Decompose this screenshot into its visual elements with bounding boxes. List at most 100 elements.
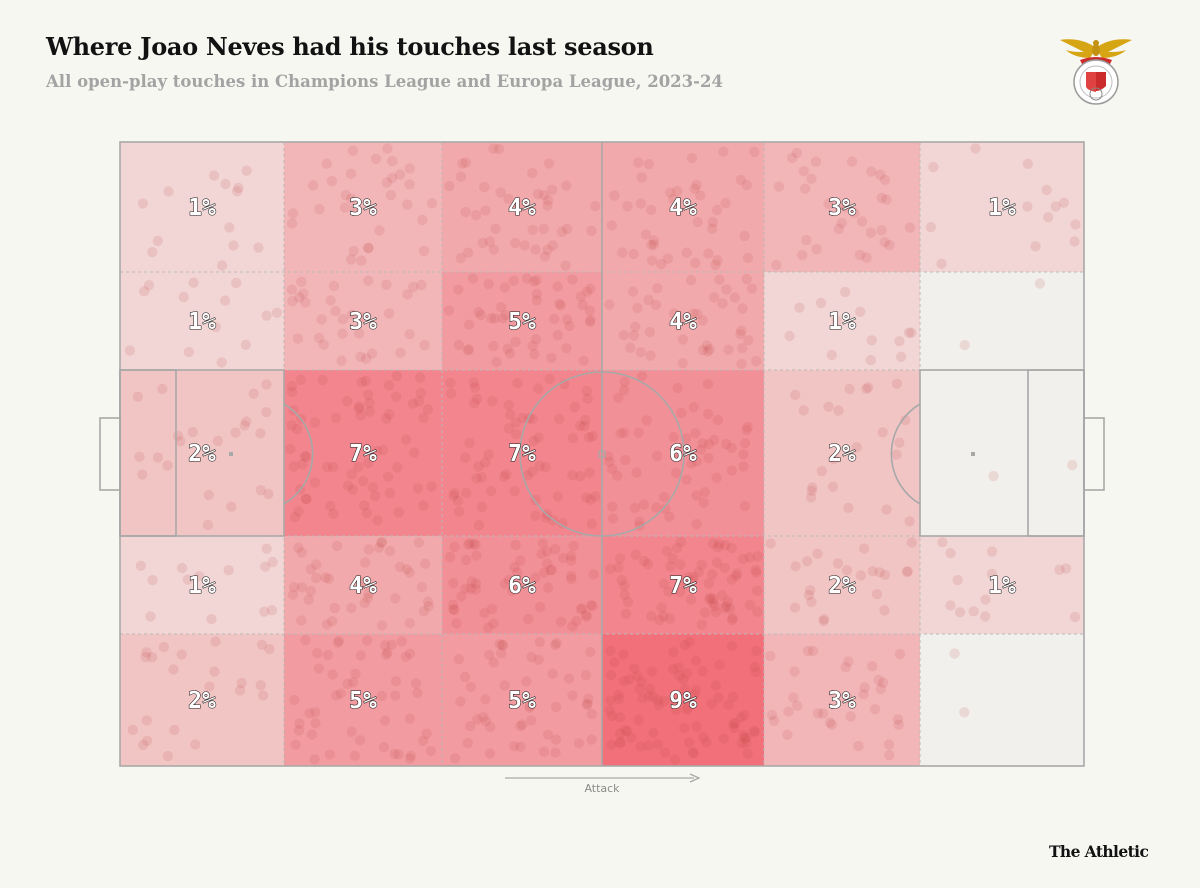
touch-dot: [695, 444, 707, 455]
touch-dot: [483, 622, 494, 633]
touch-dot: [384, 545, 395, 557]
touch-dot: [698, 732, 709, 743]
zone-label-r1-c5: 3%: [828, 195, 856, 221]
touch-dot: [803, 589, 815, 601]
touch-dot: [712, 255, 723, 266]
touch-dot: [220, 178, 231, 190]
touch-dot: [296, 547, 307, 558]
touch-dot: [582, 286, 593, 297]
touch-dot: [865, 354, 876, 366]
touch-dot: [469, 398, 480, 409]
touch-dot: [554, 298, 565, 309]
touch-dot: [827, 481, 839, 492]
touch-dot: [241, 416, 252, 427]
touch-dot: [311, 572, 322, 584]
touch-dot: [539, 567, 550, 578]
touch-dot: [802, 556, 813, 567]
touch-dot: [152, 235, 163, 247]
touch-dot: [688, 402, 699, 413]
touch-dot: [141, 715, 152, 726]
touch-dot: [327, 461, 339, 473]
touch-dot: [383, 380, 395, 391]
touch-dot: [656, 258, 667, 270]
touch-dot: [480, 694, 491, 705]
touch-dot: [828, 453, 840, 465]
touch-dot: [687, 747, 699, 758]
touch-dot: [703, 578, 715, 589]
touch-dot: [479, 607, 490, 619]
touch-dot: [693, 567, 704, 578]
touch-dot: [297, 459, 308, 470]
touch-dot: [818, 614, 830, 625]
touch-dot: [257, 690, 269, 701]
touch-dot: [460, 583, 471, 594]
touch-dot: [686, 458, 697, 469]
touch-dot: [421, 728, 432, 739]
touch-dot: [1069, 236, 1080, 247]
touch-dot: [286, 380, 297, 392]
touch-dot: [571, 615, 582, 627]
touch-dot: [585, 494, 596, 505]
touch-dot: [798, 166, 809, 177]
touch-dot: [1050, 201, 1061, 212]
zone-r4-c3: [442, 536, 602, 634]
touch-dot: [549, 313, 560, 325]
touch-dot: [364, 406, 375, 417]
touch-dot: [312, 648, 323, 659]
zone-r3-c6: [920, 370, 1084, 536]
touch-dot: [736, 737, 747, 749]
touch-dot: [359, 500, 370, 511]
touch-dot: [585, 314, 596, 326]
touch-dot: [949, 648, 960, 659]
zone-r2-c2: [284, 272, 442, 370]
touch-dot: [497, 640, 509, 651]
touch-dot: [426, 198, 438, 209]
touch-dot: [523, 613, 534, 625]
touch-dot: [936, 258, 947, 269]
touch-dot: [710, 680, 722, 691]
touch-dot: [345, 254, 357, 265]
touch-dot: [807, 482, 818, 493]
touch-dot: [465, 681, 477, 693]
touch-dot: [509, 485, 520, 497]
touch-dot: [580, 670, 592, 681]
touch-dot: [329, 602, 340, 614]
touch-dot: [954, 607, 966, 618]
touch-dot: [811, 244, 822, 255]
touch-dot: [858, 543, 870, 554]
touch-dot: [806, 485, 817, 496]
touch-dot: [509, 237, 521, 249]
touch-dot: [970, 143, 981, 154]
touch-dot: [587, 431, 598, 442]
touch-dot: [371, 445, 383, 457]
attack-direction: Attack: [505, 773, 701, 795]
zone-label-r4-c5: 2%: [828, 573, 856, 599]
touch-dot: [376, 690, 388, 702]
touch-dot: [906, 537, 917, 548]
touch-dot: [402, 199, 413, 210]
touch-dot: [752, 606, 763, 617]
touch-dot: [370, 490, 381, 502]
touch-dot: [968, 606, 979, 617]
touch-dot: [390, 676, 402, 687]
touch-dot: [639, 555, 650, 567]
touch-dot: [471, 209, 482, 221]
touch-dot: [619, 427, 630, 438]
touch-dot: [486, 603, 498, 615]
touch-dot: [1043, 212, 1054, 223]
touch-dot: [567, 274, 578, 285]
touch-dot: [609, 657, 620, 668]
touch-dot: [286, 218, 298, 229]
touch-dot: [178, 291, 189, 303]
touch-dot: [678, 576, 689, 587]
touch-dot: [480, 716, 492, 727]
touch-dot: [613, 392, 624, 403]
touch-dot: [719, 603, 730, 614]
touch-dot: [540, 512, 552, 523]
touch-dot: [583, 693, 594, 704]
touch-dot: [547, 668, 558, 679]
touch-dot: [710, 259, 721, 271]
touch-dot: [861, 383, 872, 394]
touch-dot: [418, 606, 430, 617]
touch-dot: [644, 326, 656, 338]
